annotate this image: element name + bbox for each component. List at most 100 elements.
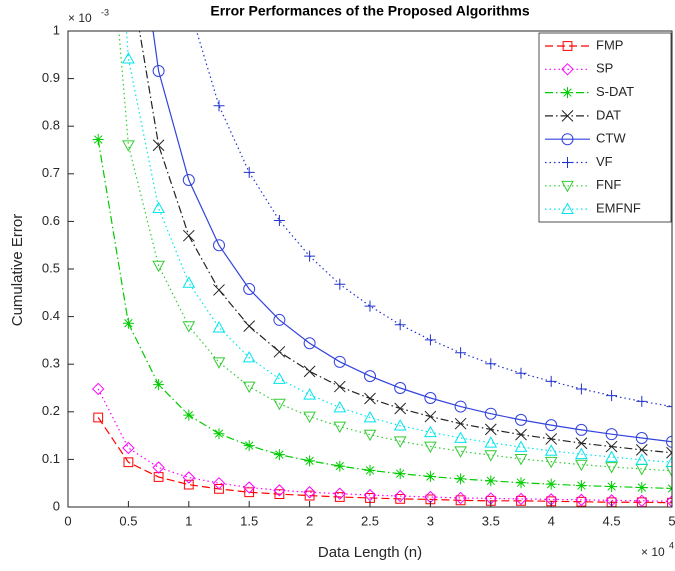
data-point — [636, 481, 648, 493]
data-point — [454, 446, 467, 458]
data-point — [605, 440, 618, 453]
data-point — [635, 444, 648, 456]
data-point — [273, 449, 285, 461]
data-point — [243, 320, 256, 332]
data-point — [363, 429, 377, 442]
data-point — [545, 375, 557, 387]
y-tick-label: 0.5 — [42, 260, 60, 275]
data-point — [635, 453, 649, 465]
data-point — [363, 410, 377, 423]
data-point — [93, 412, 104, 423]
data-point — [333, 400, 347, 413]
data-point — [274, 489, 285, 500]
data-point — [152, 201, 165, 213]
data-point — [92, 134, 104, 146]
data-point — [243, 440, 255, 452]
data-point — [665, 435, 672, 448]
data-point — [544, 456, 558, 469]
data-point — [273, 372, 286, 384]
data-point — [333, 380, 346, 393]
legend-label: DAT — [596, 107, 621, 122]
data-point — [635, 494, 649, 507]
data-point — [182, 174, 195, 186]
x-tick-label: 4 — [548, 513, 555, 528]
data-point — [454, 400, 467, 413]
data-point — [575, 423, 588, 436]
data-point — [605, 450, 618, 462]
x-scale-base: × 10 — [641, 545, 665, 559]
data-point — [334, 460, 346, 472]
data-point — [213, 428, 225, 440]
y-tick-label: 0.7 — [42, 165, 60, 180]
data-point — [242, 481, 256, 494]
data-point — [363, 370, 377, 383]
data-point — [636, 395, 648, 407]
data-point — [514, 454, 528, 466]
data-point — [123, 457, 134, 468]
data-point — [455, 347, 467, 359]
data-point — [424, 425, 437, 438]
legend-marker — [561, 133, 574, 146]
data-point — [394, 382, 407, 394]
data-point — [455, 473, 467, 485]
series-line — [195, 31, 672, 408]
legend-label: VF — [596, 154, 613, 169]
data-point — [333, 421, 347, 434]
x-tick-label: 1.5 — [240, 513, 258, 528]
data-point — [244, 487, 255, 498]
y-tick-label: 0.8 — [42, 118, 60, 133]
y-tick-label: 0.3 — [42, 356, 60, 371]
data-point — [212, 476, 226, 490]
x-tick-label: 3 — [427, 513, 434, 528]
data-point — [303, 486, 316, 499]
data-point — [212, 357, 226, 369]
data-point — [122, 140, 135, 152]
legend-marker — [561, 180, 574, 193]
chart-title: Error Performances of the Proposed Algor… — [210, 3, 529, 19]
data-point — [273, 398, 286, 411]
x-axis-label: Data Length (n) — [318, 544, 422, 561]
data-point — [153, 379, 165, 391]
data-point — [243, 283, 256, 295]
x-tick-label: 2 — [306, 513, 313, 528]
data-point — [273, 345, 286, 358]
legend-marker — [562, 41, 573, 51]
data-point — [394, 468, 406, 480]
data-point — [213, 100, 225, 112]
data-point — [395, 494, 406, 504]
data-point — [334, 492, 345, 502]
data-point — [333, 355, 346, 368]
data-point — [515, 428, 527, 441]
data-point — [122, 52, 135, 64]
data-point — [606, 481, 618, 493]
data-point — [303, 365, 316, 378]
data-point — [424, 334, 436, 346]
data-point — [665, 465, 672, 478]
data-point — [424, 410, 437, 423]
data-point — [182, 321, 196, 333]
data-point — [666, 401, 672, 413]
data-point — [394, 402, 407, 415]
data-point — [485, 475, 497, 487]
data-point — [304, 250, 316, 262]
data-point — [303, 411, 316, 424]
data-point — [484, 423, 497, 436]
data-point — [545, 433, 558, 445]
data-point — [424, 392, 437, 404]
data-point — [334, 278, 346, 290]
data-point — [182, 471, 196, 484]
data-point — [575, 480, 587, 492]
data-point — [545, 419, 558, 432]
data-point — [485, 358, 497, 370]
x-tick-label: 2.5 — [361, 513, 379, 528]
legend-marker — [562, 87, 573, 99]
data-point — [424, 471, 436, 483]
data-point — [575, 493, 588, 507]
data-point — [485, 495, 496, 506]
data-point — [243, 166, 255, 178]
data-point — [364, 464, 376, 476]
data-point — [304, 455, 316, 467]
data-point — [425, 494, 436, 505]
data-point — [393, 419, 407, 431]
